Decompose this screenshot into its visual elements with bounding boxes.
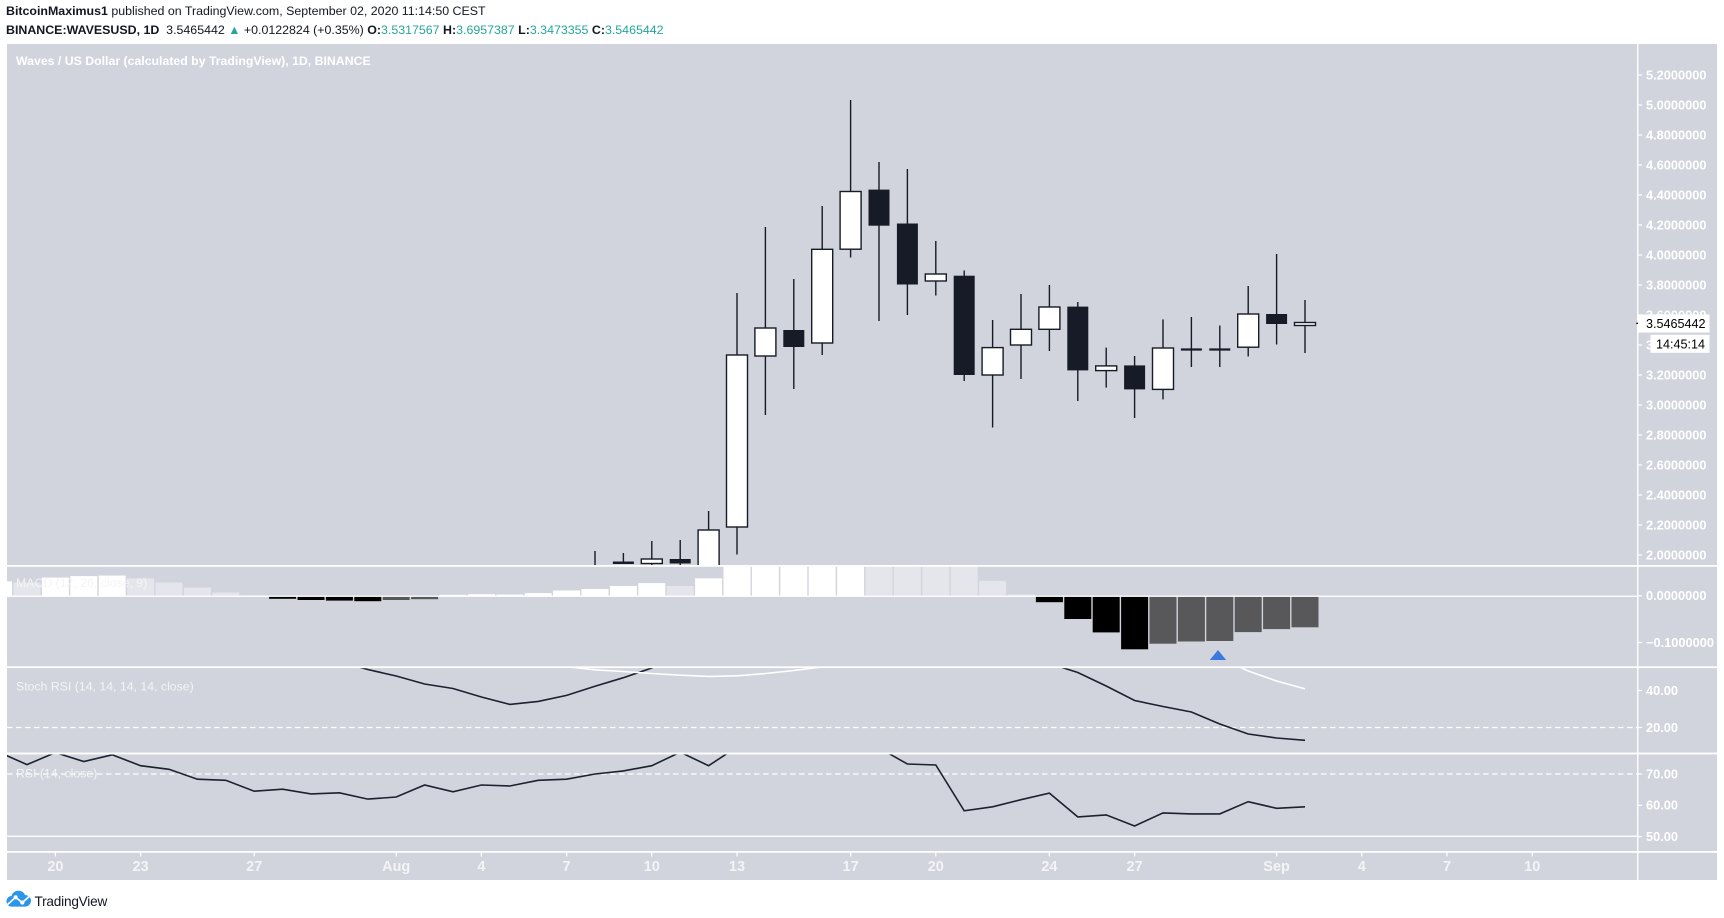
- svg-text:3.5465442: 3.5465442: [1646, 317, 1706, 331]
- svg-text:14:45:14: 14:45:14: [1656, 337, 1705, 351]
- svg-text:5.0000000: 5.0000000: [1646, 97, 1707, 112]
- svg-text:4.2000000: 4.2000000: [1646, 217, 1707, 232]
- svg-text:5.2000000: 5.2000000: [1646, 67, 1707, 82]
- svg-text:10: 10: [1524, 859, 1540, 875]
- svg-text:17: 17: [843, 859, 859, 875]
- svg-text:27: 27: [1127, 859, 1143, 875]
- svg-text:RSI (14, close): RSI (14, close): [16, 766, 97, 780]
- svg-text:7: 7: [1443, 859, 1451, 875]
- svg-text:4.8000000: 4.8000000: [1646, 127, 1707, 142]
- svg-text:20.00: 20.00: [1646, 720, 1678, 735]
- svg-text:4.0000000: 4.0000000: [1646, 247, 1707, 262]
- svg-text:2.8000000: 2.8000000: [1646, 427, 1707, 442]
- svg-text:24: 24: [1041, 859, 1057, 875]
- svg-text:2.2000000: 2.2000000: [1646, 517, 1707, 532]
- svg-text:2.4000000: 2.4000000: [1646, 487, 1707, 502]
- svg-text:23: 23: [133, 859, 149, 875]
- svg-text:Stoch RSI (14, 14, 14, 14, clo: Stoch RSI (14, 14, 14, 14, close): [16, 680, 194, 694]
- svg-text:4.6000000: 4.6000000: [1646, 157, 1707, 172]
- svg-text:4: 4: [477, 859, 485, 875]
- svg-text:13: 13: [729, 859, 745, 875]
- svg-text:4: 4: [1358, 859, 1366, 875]
- svg-text:10: 10: [644, 859, 660, 875]
- svg-text:3.2000000: 3.2000000: [1646, 367, 1707, 382]
- svg-text:Waves / US Dollar (calculated: Waves / US Dollar (calculated by Trading…: [16, 54, 371, 68]
- svg-text:20: 20: [47, 859, 63, 875]
- svg-text:Aug: Aug: [382, 859, 410, 875]
- svg-text:−0.1000000: −0.1000000: [1646, 635, 1714, 650]
- svg-text:0.0000000: 0.0000000: [1646, 588, 1707, 603]
- svg-text:20: 20: [928, 859, 944, 875]
- svg-text:70.00: 70.00: [1646, 766, 1678, 781]
- svg-text:2.0000000: 2.0000000: [1646, 547, 1707, 562]
- svg-text:7: 7: [563, 859, 571, 875]
- svg-text:Sep: Sep: [1263, 859, 1290, 875]
- svg-text:27: 27: [246, 859, 262, 875]
- svg-text:3.8000000: 3.8000000: [1646, 277, 1707, 292]
- svg-text:60.00: 60.00: [1646, 798, 1678, 813]
- svg-text:2.6000000: 2.6000000: [1646, 457, 1707, 472]
- svg-text:3.0000000: 3.0000000: [1646, 397, 1707, 412]
- svg-text:40.00: 40.00: [1646, 683, 1678, 698]
- svg-text:MACD (12, 26, close, 9): MACD (12, 26, close, 9): [16, 576, 147, 590]
- svg-text:4.4000000: 4.4000000: [1646, 187, 1707, 202]
- svg-text:50.00: 50.00: [1646, 829, 1678, 844]
